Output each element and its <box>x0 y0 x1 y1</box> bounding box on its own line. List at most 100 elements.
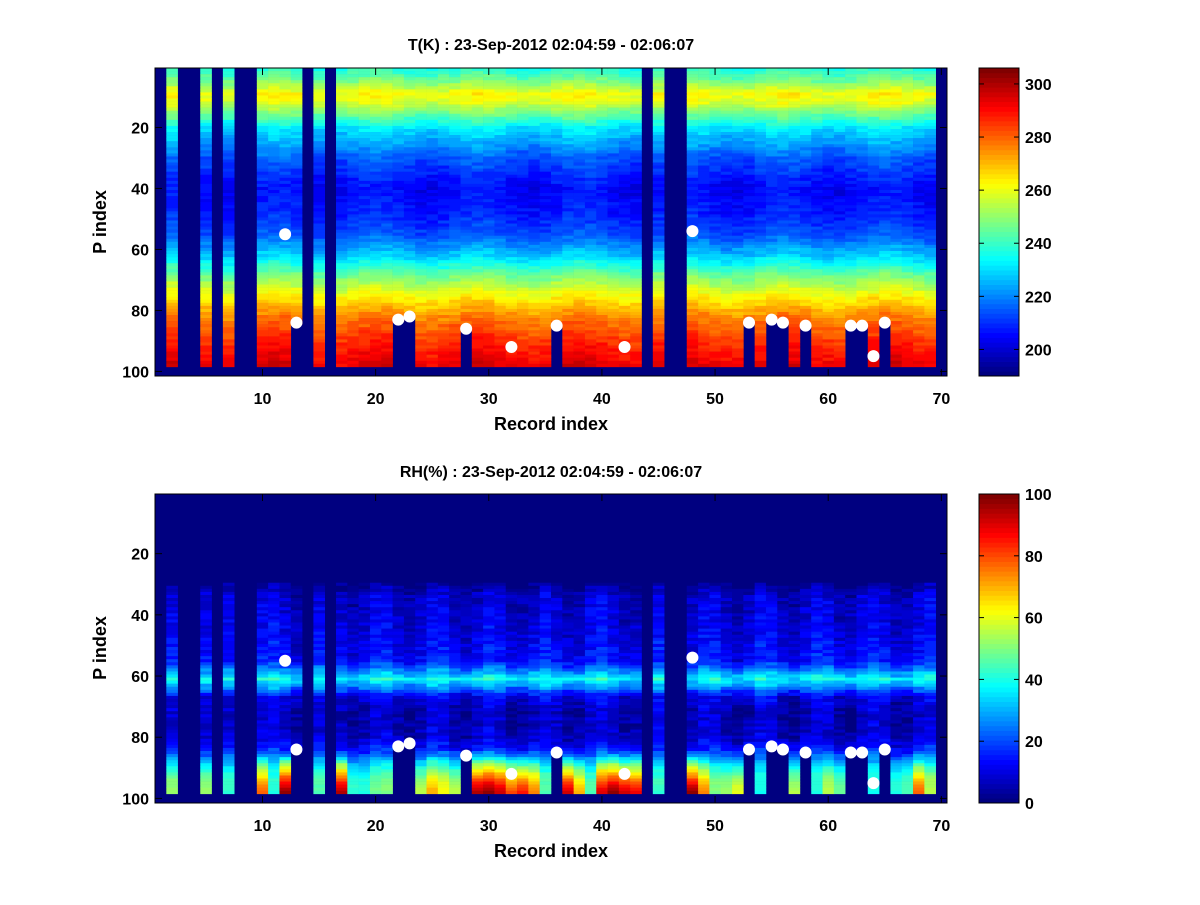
heatmap-cell <box>698 125 710 130</box>
heatmap-cell <box>698 89 710 93</box>
heatmap-cell <box>517 77 529 81</box>
heatmap-cell <box>426 284 439 288</box>
heatmap-cell <box>709 345 722 349</box>
heatmap-cell <box>517 290 529 294</box>
heatmap-cell <box>460 189 473 194</box>
heatmap-cell <box>630 275 642 279</box>
heatmap-cell <box>573 86 586 90</box>
heatmap-cell <box>562 247 574 252</box>
heatmap-cell <box>415 321 427 325</box>
heatmap-cell <box>698 71 710 75</box>
heatmap-cell <box>256 229 269 233</box>
heatmap-cell <box>732 165 744 169</box>
heatmap-cell <box>347 302 359 307</box>
heatmap-cell <box>596 116 608 121</box>
heatmap-cell <box>811 250 823 255</box>
heatmap-cell <box>652 107 665 111</box>
heatmap-cell <box>437 135 450 139</box>
heatmap-cell <box>449 135 461 139</box>
heatmap-cell <box>720 287 733 291</box>
heatmap-cell <box>460 125 473 130</box>
heatmap-cell <box>494 95 507 99</box>
heatmap-cell <box>494 180 507 185</box>
heatmap-cell <box>336 89 348 93</box>
heatmap-cell <box>788 324 801 328</box>
heatmap-cell <box>720 208 733 212</box>
heatmap-cell <box>505 333 518 337</box>
heatmap-cell <box>539 132 552 136</box>
heatmap-cell <box>505 220 518 224</box>
heatmap-cell <box>528 226 540 230</box>
heatmap-cell <box>709 321 722 325</box>
heatmap-cell <box>811 254 823 258</box>
heatmap-cell <box>607 348 620 352</box>
heatmap-cell <box>460 263 473 267</box>
heatmap-cell <box>856 83 869 87</box>
heatmap-cell <box>290 196 303 200</box>
heatmap-cell <box>166 196 178 200</box>
heatmap-cell <box>426 220 439 224</box>
heatmap-cell <box>471 235 484 240</box>
heatmap-cell <box>426 290 439 294</box>
heatmap-cell <box>279 116 292 121</box>
heatmap-cell <box>494 171 507 176</box>
heatmap-cell <box>403 141 416 145</box>
heatmap-cell <box>686 324 699 328</box>
heatmap-cell <box>256 208 269 212</box>
heatmap-column <box>833 68 846 368</box>
heatmap-cell <box>222 260 235 264</box>
heatmap-cell <box>358 238 371 243</box>
heatmap-cell <box>403 272 416 276</box>
heatmap-cell <box>494 351 507 355</box>
heatmap-cell <box>415 135 427 139</box>
heatmap-cell <box>743 132 755 136</box>
heatmap-cell <box>754 193 767 197</box>
heatmap-cell <box>698 299 710 304</box>
heatmap-cell <box>811 299 823 304</box>
heatmap-cell <box>845 241 857 246</box>
heatmap-cell <box>268 107 280 111</box>
heatmap-cell <box>369 174 382 179</box>
heatmap-cell <box>426 299 439 304</box>
heatmap-cell <box>743 250 755 255</box>
heatmap-cell <box>754 336 767 340</box>
heatmap-cell <box>607 305 620 310</box>
heatmap-cell <box>358 116 371 121</box>
heatmap-cell <box>392 305 405 310</box>
heatmap-cell <box>720 247 733 252</box>
heatmap-cell <box>369 302 382 307</box>
heatmap-cell <box>369 141 382 145</box>
heatmap-cell <box>596 110 608 115</box>
heatmap-cell <box>607 223 620 227</box>
heatmap-cell <box>618 260 631 264</box>
heatmap-cell <box>584 229 597 233</box>
heatmap-column <box>505 68 518 368</box>
heatmap-cell <box>630 101 642 105</box>
heatmap-cell <box>799 202 812 206</box>
heatmap-cell <box>222 125 235 130</box>
heatmap-cell <box>313 229 326 233</box>
heatmap-cell <box>222 275 235 279</box>
heatmap-cell <box>449 156 461 160</box>
heatmap-cell <box>709 275 722 279</box>
heatmap-cell <box>788 241 801 246</box>
heatmap-cell <box>528 284 540 288</box>
heatmap-cell <box>551 199 563 203</box>
heatmap-cell <box>833 330 846 334</box>
heatmap-cell <box>743 80 755 84</box>
heatmap-cell <box>856 226 869 230</box>
heatmap-cell <box>392 196 405 200</box>
heatmap-cell <box>799 128 812 133</box>
heatmap-cell <box>268 272 280 276</box>
heatmap-cell <box>403 89 416 93</box>
heatmap-cell <box>720 150 733 154</box>
heatmap-cell <box>562 74 574 78</box>
heatmap-cell <box>358 162 371 166</box>
heatmap-cell <box>222 150 235 154</box>
heatmap-cell <box>460 223 473 227</box>
heatmap-cell <box>652 229 665 233</box>
heatmap-cell <box>732 244 744 249</box>
heatmap-cell <box>505 156 518 160</box>
heatmap-cell <box>799 183 812 188</box>
heatmap-cell <box>777 180 789 185</box>
